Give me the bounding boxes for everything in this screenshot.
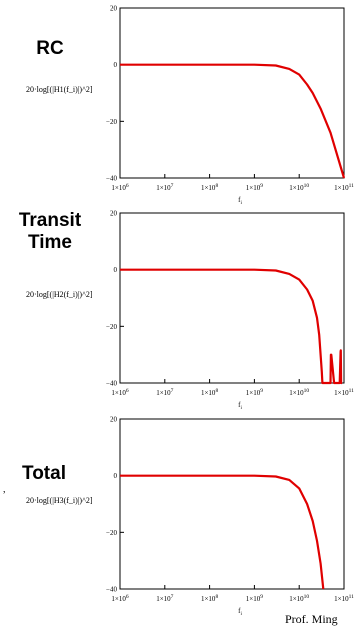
x-tick-label: 1×109: [246, 183, 263, 192]
x-tick-label: 1×1010: [289, 388, 309, 397]
plot-svg: 20 0 −20 −401×106 1×107 1×108 1×109 1×1010 1×101…: [106, 5, 354, 207]
x-tick-label: 1×107: [156, 388, 173, 397]
x-tick-label: 1×1010: [289, 183, 309, 192]
x-tick-label: 1×1010: [289, 594, 309, 603]
x-tick-label: 1×106: [111, 388, 128, 397]
y-tick-label: 0: [114, 266, 118, 274]
x-tick-label: 1×1011: [334, 183, 354, 192]
y-tick-label: −20: [106, 118, 117, 126]
panel-title: RC: [36, 38, 64, 59]
y-axis-label: 20·log[(|H2(f_i)|)^2]: [26, 290, 93, 299]
plot-frame: [119, 212, 345, 384]
author-credit: Prof. Ming: [285, 612, 338, 626]
y-tick-label: −40: [106, 175, 117, 183]
x-axis-label: fi: [238, 607, 242, 617]
plot-frame: [119, 418, 345, 590]
chart-panel-2: Transit Time 20·log[(|H2(f_i)|)^2] 20 0 −20 −…: [0, 205, 362, 412]
x-tick-label: 1×1011: [334, 594, 354, 603]
x-axis-label: fi: [238, 196, 242, 206]
y-tick-label: 20: [110, 416, 118, 424]
series-line: [120, 474, 325, 590]
y-axis-label: 20·log[(|H3(f_i)|)^2]: [26, 496, 93, 505]
x-tick-label: 1×108: [201, 388, 218, 397]
x-tick-label: 1×108: [201, 183, 218, 192]
x-axis-label: fi: [238, 401, 242, 411]
plot-svg: 20 0 −20 −401×106 1×107 1×108 1×109 1×1010 1×101…: [106, 210, 354, 412]
x-tick-label: 1×106: [111, 183, 128, 192]
y-tick-label: 0: [114, 472, 118, 480]
y-tick-label: −40: [106, 380, 117, 388]
chart-panel-1: RC 20·log[(|H1(f_i)|)^2] 20 0 −20 −40 1×106 1×1…: [0, 0, 362, 207]
panel-title: Transit Time: [18, 210, 82, 253]
x-tick-label: 1×1011: [334, 388, 354, 397]
y-tick-label: 20: [110, 210, 118, 218]
plot-svg: 20 0 −20 −401×106 1×107 1×108 1×109 1×1010 1×101…: [106, 416, 354, 618]
y-tick-label: −40: [106, 586, 117, 594]
y-axis-label: 20·log[(|H1(f_i)|)^2]: [26, 85, 93, 94]
x-tick-label: 1×107: [156, 183, 173, 192]
plot-frame: [119, 7, 345, 179]
x-tick-label: 1×107: [156, 594, 173, 603]
y-tick-label: −20: [106, 529, 117, 537]
x-tick-label: 1×106: [111, 594, 128, 603]
series-line: [120, 268, 343, 385]
y-tick-label: 20: [110, 5, 118, 13]
y-tick-label: 0: [114, 61, 118, 69]
chart-panel-3: Total 20·log[(|H3(f_i)|)^2] 20 0 −20 −40 1×106…: [0, 411, 362, 629]
stray-mark: ,: [3, 484, 6, 495]
x-tick-label: 1×108: [201, 594, 218, 603]
x-tick-label: 1×109: [246, 594, 263, 603]
panel-title: Total: [22, 463, 66, 484]
x-tick-label: 1×109: [246, 388, 263, 397]
series-line: [120, 63, 346, 179]
y-tick-label: −20: [106, 323, 117, 331]
